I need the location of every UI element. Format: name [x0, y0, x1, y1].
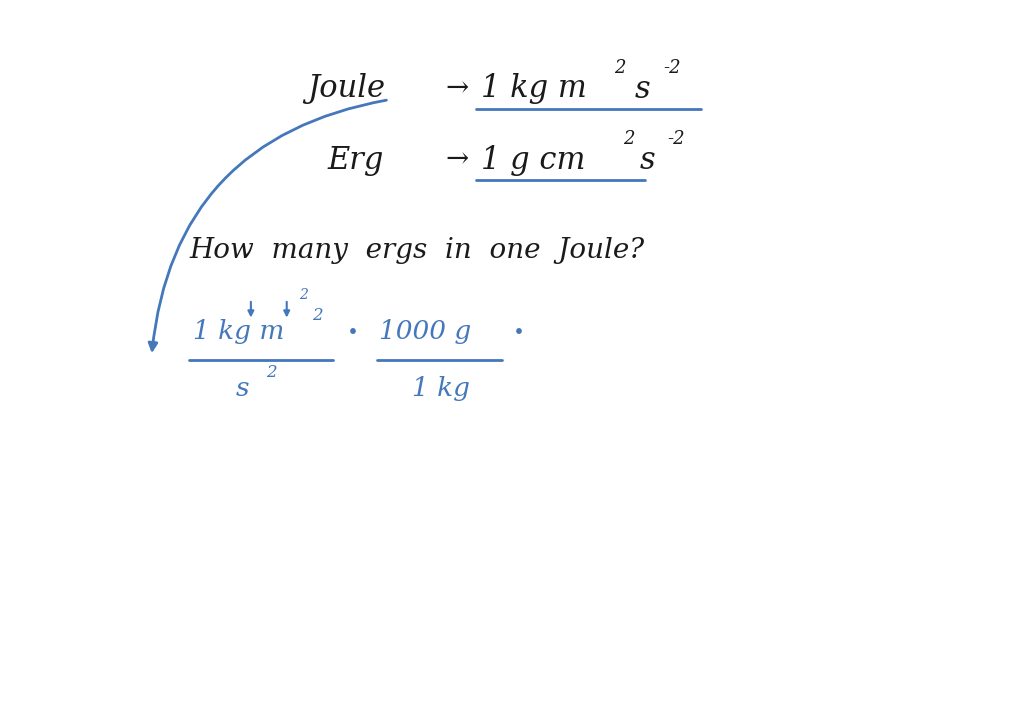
Text: 2: 2	[614, 58, 626, 77]
Text: s: s	[640, 145, 655, 176]
Text: 2: 2	[266, 364, 276, 381]
Text: Joule: Joule	[307, 73, 385, 105]
Text: Erg: Erg	[328, 145, 384, 176]
Text: s: s	[236, 375, 249, 401]
Text: ·: ·	[512, 313, 526, 356]
Text: 2: 2	[623, 130, 634, 148]
Text: →: →	[445, 75, 469, 103]
Text: How  many  ergs  in  one  Joule?: How many ergs in one Joule?	[189, 237, 644, 264]
Text: →: →	[445, 147, 469, 174]
Text: 1 g cm: 1 g cm	[481, 145, 586, 176]
Text: -2: -2	[668, 130, 685, 148]
Text: 1000 g: 1000 g	[379, 318, 471, 344]
Text: ·: ·	[346, 313, 360, 356]
Text: 1 kg: 1 kg	[412, 375, 470, 401]
Text: 2: 2	[312, 307, 323, 324]
Text: 1 kg m: 1 kg m	[481, 73, 587, 105]
Text: 1 kg m: 1 kg m	[193, 318, 284, 344]
Text: s: s	[635, 73, 650, 105]
Text: 2: 2	[299, 288, 308, 303]
Text: -2: -2	[664, 58, 681, 77]
